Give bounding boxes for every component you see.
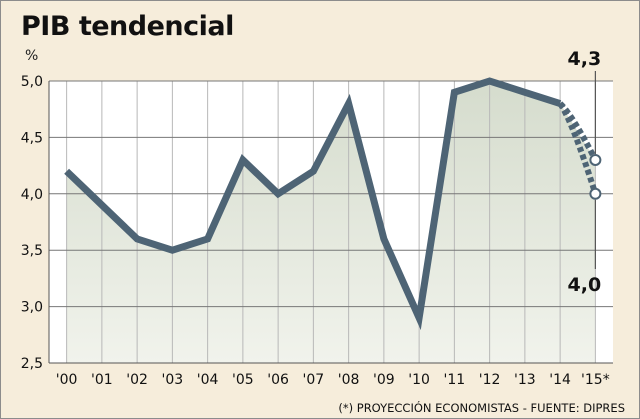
y-tick-label: 4,5 xyxy=(21,130,43,146)
y-tick-label: 4,0 xyxy=(21,187,43,203)
x-tick-label: '11 xyxy=(444,372,466,388)
x-tick-label: '14 xyxy=(549,372,571,388)
data-label-high: 4,3 xyxy=(568,48,602,70)
y-tick-label: 3,5 xyxy=(21,243,43,259)
forecast-marker xyxy=(589,153,602,166)
x-tick-label: '01 xyxy=(91,372,113,388)
x-tick-label: '10 xyxy=(408,372,430,388)
x-tick-label: '12 xyxy=(479,372,501,388)
series-area xyxy=(66,81,596,363)
y-unit-label: % xyxy=(25,48,39,64)
x-tick-label: '09 xyxy=(373,372,395,388)
x-tick-label: '08 xyxy=(338,372,360,388)
x-tick-label: '05 xyxy=(232,372,254,388)
x-tick-label: '02 xyxy=(126,372,148,388)
x-tick-label: '00 xyxy=(56,372,78,388)
x-tick-label: '07 xyxy=(303,372,325,388)
x-tick-label: '15* xyxy=(581,372,610,388)
x-tick-label: '03 xyxy=(162,372,184,388)
y-tick-label: 5,0 xyxy=(21,74,43,90)
forecast-line xyxy=(557,101,599,195)
x-tick-label: '13 xyxy=(514,372,536,388)
forecast-marker xyxy=(589,187,602,200)
y-tick-label: 3,0 xyxy=(21,300,43,316)
x-tick-label: '06 xyxy=(267,372,289,388)
chart-title: PIB tendencial xyxy=(21,11,234,42)
x-tick-label: '04 xyxy=(197,372,219,388)
source-note: (*) PROYECCIÓN ECONOMISTAS - FUENTE: DIP… xyxy=(338,401,625,415)
data-label-low: 4,0 xyxy=(568,274,602,296)
y-tick-label: 2,5 xyxy=(21,356,43,372)
